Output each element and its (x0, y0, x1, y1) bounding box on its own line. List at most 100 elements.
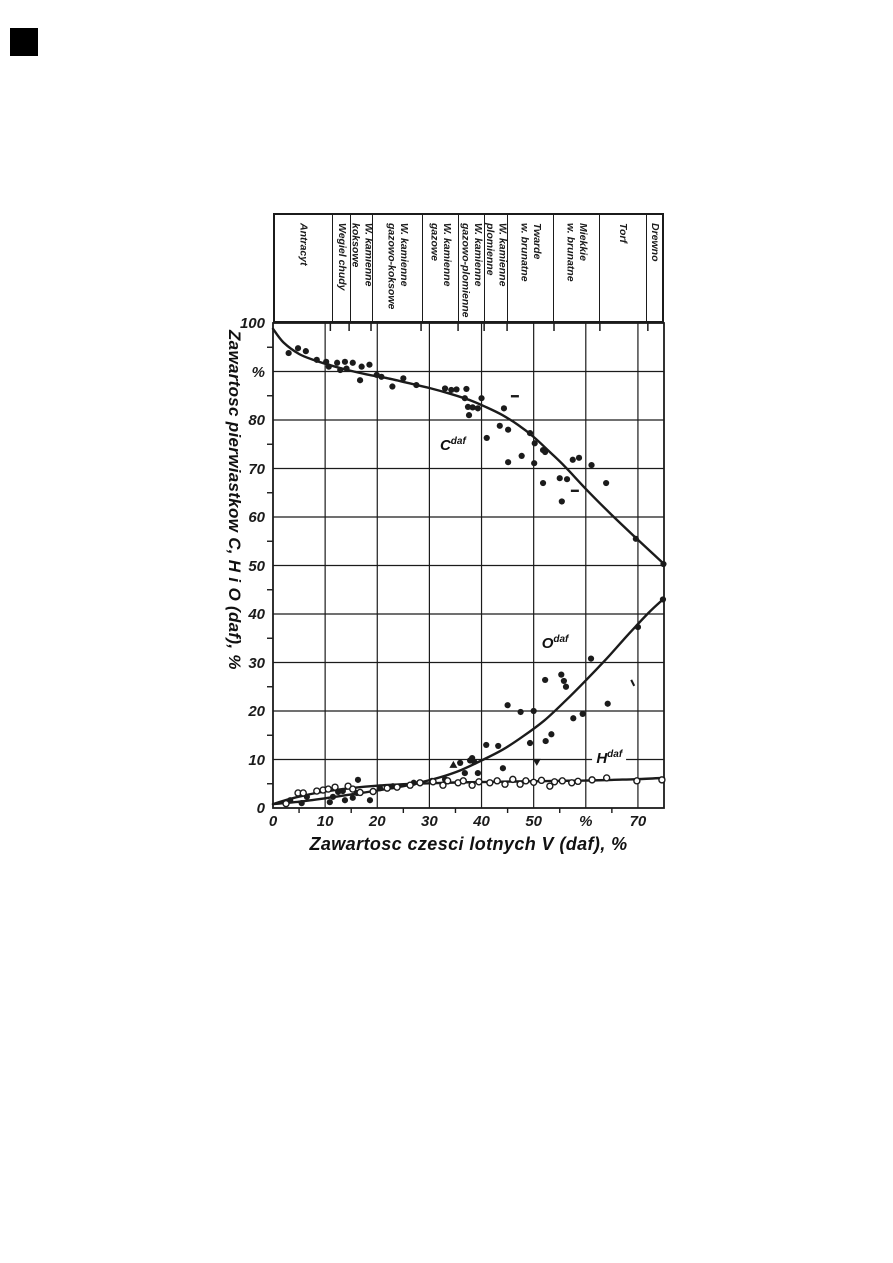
o-data-point (560, 677, 568, 685)
c-data-point (413, 381, 420, 389)
c-data-point (378, 373, 385, 380)
category-label: W. kamienne gazowo-plomienne (459, 223, 485, 318)
x-tick-label: 10 (316, 813, 334, 830)
h-data-point (516, 780, 524, 788)
o-data-point (542, 676, 549, 684)
h-data-point (509, 775, 517, 784)
h-data-point (475, 778, 483, 786)
category-label: W. kamienne plomienne (483, 223, 509, 287)
c-data-point (518, 452, 525, 459)
c-data-point (441, 385, 449, 392)
h-data-point (439, 781, 447, 789)
h-data-point (658, 776, 666, 784)
category-label: W. kamienne koksowe (349, 223, 375, 287)
y-tick-label: 10 (248, 751, 265, 769)
o-data-point (298, 800, 305, 807)
c-data-point (464, 403, 472, 411)
category-cell-w-kamienne: W. kamienne gazowo-plomienne (458, 215, 484, 321)
x-axis-title: Zawartosc czesci lotnych V (daf), % (309, 834, 628, 854)
category-cell-twarde: Twarde w. brunatne (506, 215, 553, 321)
c-data-point (500, 405, 508, 412)
o-data-point (499, 765, 507, 772)
o-data-point (457, 759, 464, 766)
o-data-point (634, 623, 642, 631)
o-data-point (548, 731, 555, 738)
category-cell-w-kamienne: W. kamienne gazowe (421, 215, 459, 321)
page-corner-mark (10, 28, 38, 56)
h-data-point (529, 778, 538, 786)
y-tick-label: 40 (248, 606, 265, 623)
h-data-point (416, 779, 424, 787)
o-data-point (341, 797, 349, 804)
y-tick-label: 50 (248, 557, 265, 575)
h-data-point (299, 789, 307, 797)
c-data-point (341, 358, 349, 365)
c-data-point (294, 345, 302, 352)
h-data-point (602, 774, 611, 782)
c-data-point (313, 356, 320, 363)
o-data-point (604, 700, 611, 707)
c-data-point (469, 404, 476, 411)
h-data-point (356, 788, 364, 797)
small-tick-mark (630, 679, 636, 687)
o-data-point (579, 710, 586, 718)
c-data-point (531, 440, 538, 447)
c-data-point (569, 456, 576, 463)
c-data-point (496, 422, 503, 429)
c-data-point (325, 363, 332, 370)
category-label: Miekkie w. brunatne (564, 223, 589, 282)
o-data-point (461, 769, 468, 777)
c-data-point (563, 476, 571, 483)
h-data-point (349, 785, 357, 793)
h-data-point (383, 784, 391, 792)
h-data-point (486, 779, 494, 787)
category-label: W. kamienne gazowo-koksowe (385, 223, 410, 310)
c-data-point (373, 371, 380, 378)
c-data-point (323, 358, 330, 365)
c-data-point (400, 375, 407, 382)
o-data-point (659, 596, 667, 603)
y-tick-label: 60 (248, 509, 265, 526)
h-data-point (546, 782, 554, 790)
o-data-point (530, 707, 537, 715)
h-data-point (313, 787, 321, 795)
y-tick-label: 30 (248, 654, 265, 672)
c-data-point (575, 454, 583, 461)
o-data-point (558, 671, 565, 678)
c-data-point (539, 479, 547, 487)
c-data-point (556, 475, 563, 482)
o-data-point (349, 794, 356, 801)
h-data-point (568, 779, 576, 787)
y-tick-label: 100 (239, 315, 265, 332)
coal-type-header-strip: Antracyt Wegiel chudy W. kamienne koksowe W… (273, 213, 664, 323)
y-axis-title: Zawartosc pierwiastkow C, H i O (daf), % (225, 330, 244, 670)
h-curve-label: Hdaf (592, 748, 627, 767)
c-data-point (483, 434, 490, 442)
c-data-point (588, 462, 595, 469)
c-data-point (505, 426, 512, 433)
triangle-up-mark (449, 760, 458, 768)
triangle-down-mark (532, 758, 541, 766)
o-data-point (517, 708, 524, 716)
o-data-point (495, 742, 502, 750)
o-data-point (366, 797, 374, 804)
h-data-point (537, 776, 546, 785)
c-data-point (356, 377, 364, 384)
c-data-point (334, 359, 341, 366)
category-cell-w-kamienne: W. kamienne gazowo-koksowe (372, 215, 422, 321)
c-data-point (461, 395, 468, 402)
o-data-point (483, 741, 490, 749)
x-tick-label: % (579, 813, 593, 830)
c-data-point (448, 386, 455, 394)
c-data-point (358, 363, 365, 370)
o-data-point (474, 769, 481, 777)
y-tick-label: % (251, 363, 265, 381)
h-data-point (558, 777, 567, 785)
c-data-point (349, 359, 356, 366)
c-data-point (285, 349, 292, 357)
category-cell-antracyt: Antracyt (275, 215, 332, 321)
h-data-point (331, 783, 339, 791)
o-data-point (526, 739, 534, 747)
c-curve (271, 327, 666, 566)
c-data-point (632, 535, 639, 542)
